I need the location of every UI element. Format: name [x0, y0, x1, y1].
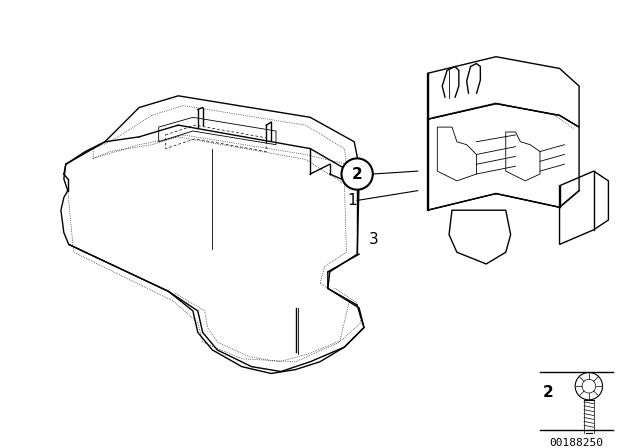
Text: 2: 2 — [543, 385, 554, 400]
Text: 1: 1 — [348, 193, 357, 208]
Text: 2: 2 — [352, 167, 362, 181]
Text: 3: 3 — [369, 232, 379, 247]
Circle shape — [342, 159, 372, 190]
Text: 00188250: 00188250 — [549, 438, 603, 448]
